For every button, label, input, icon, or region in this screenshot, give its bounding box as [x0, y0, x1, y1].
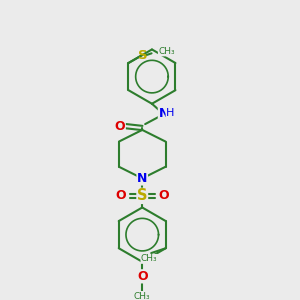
Text: CH₃: CH₃: [158, 47, 175, 56]
Text: S: S: [138, 49, 148, 62]
Text: N: N: [137, 172, 147, 185]
Text: O: O: [116, 189, 126, 203]
Text: O: O: [115, 119, 125, 133]
Text: CH₃: CH₃: [141, 254, 158, 263]
Text: O: O: [137, 270, 148, 283]
Text: N: N: [158, 107, 169, 120]
Text: O: O: [158, 189, 169, 203]
Text: H: H: [166, 108, 175, 118]
Text: CH₃: CH₃: [134, 292, 151, 300]
Text: S: S: [137, 188, 148, 203]
